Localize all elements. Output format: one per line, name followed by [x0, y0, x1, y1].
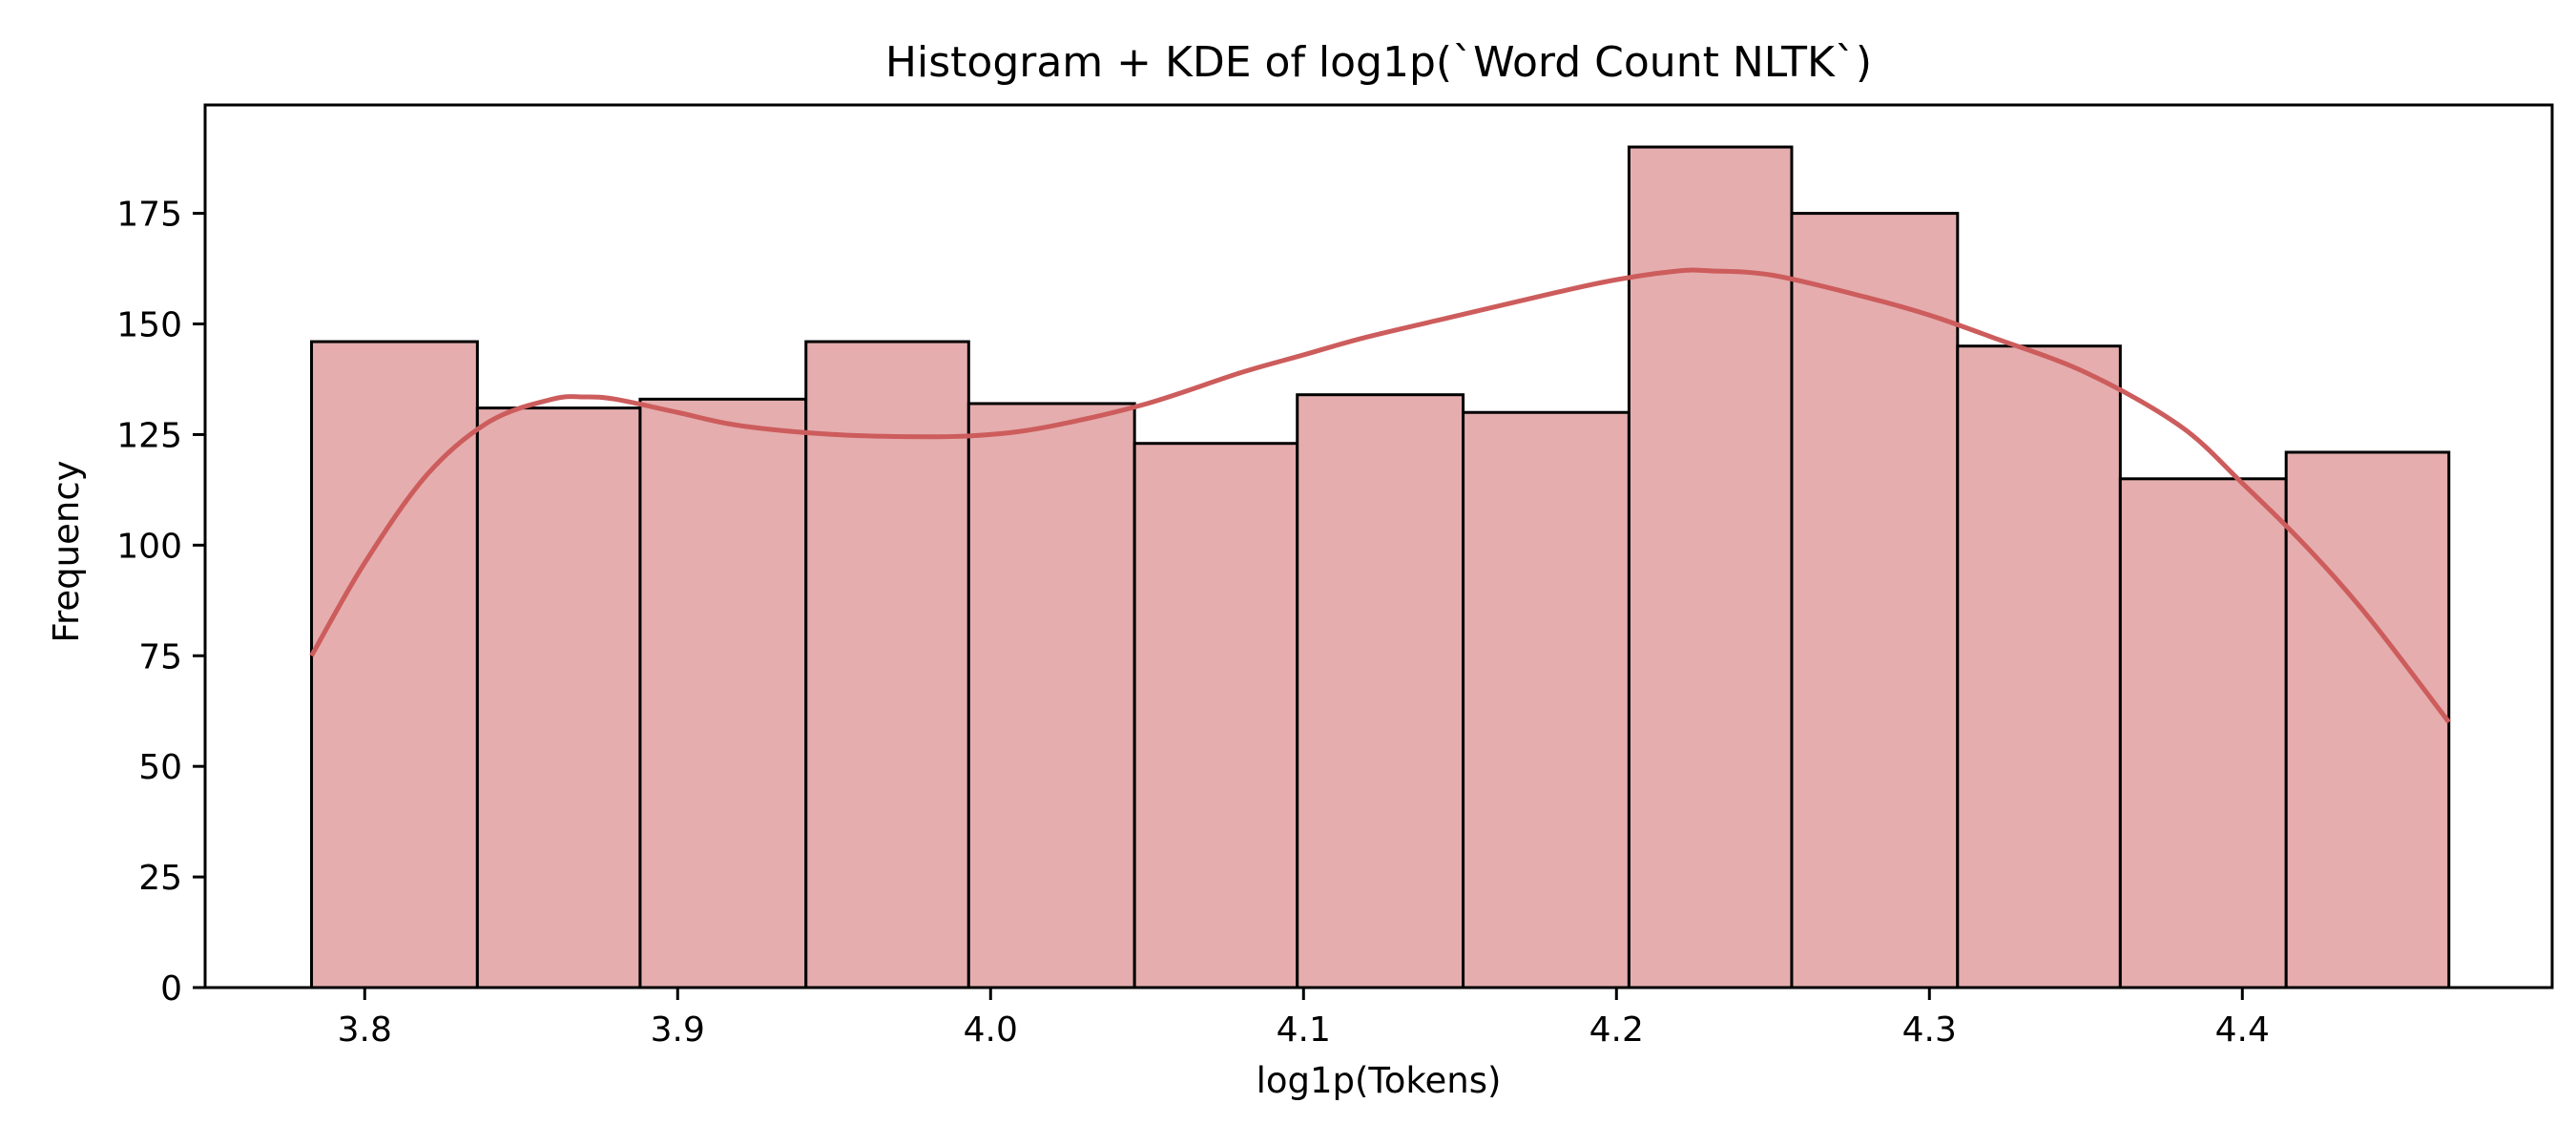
- kde-layer: [309, 267, 2451, 724]
- y-tick-label-2: 50: [138, 748, 182, 787]
- y-tick-label-5: 125: [116, 416, 182, 455]
- x-tick-label-2: 4.0: [964, 1010, 1018, 1050]
- histogram-bar-12: [2284, 450, 2451, 989]
- y-tick-label-1: 25: [138, 859, 182, 898]
- histogram-bar-0: [310, 340, 479, 989]
- ticks-layer: 3.8 3.9 4.0 4.1 4.2 4.3 4.4 0 25 50 75 100 125 150 175: [116, 196, 2270, 1050]
- x-tick-label-1: 3.9: [651, 1010, 705, 1050]
- bars-layer: [310, 145, 2451, 989]
- histogram-bar-6: [1296, 393, 1465, 989]
- histogram-bar-8: [1627, 145, 1794, 989]
- y-tick-label-7: 175: [116, 196, 182, 235]
- chart-title: Histogram + KDE of log1p(`Word Count NLT…: [885, 38, 1872, 87]
- x-tick-label-0: 3.8: [338, 1010, 392, 1050]
- y-tick-label-3: 75: [138, 637, 182, 677]
- y-tick-label-0: 0: [160, 969, 182, 1009]
- x-tick-label-4: 4.2: [1589, 1010, 1644, 1050]
- y-axis-label: Frequency: [46, 460, 87, 642]
- histogram-bar-7: [1462, 410, 1631, 989]
- histogram-bar-9: [1790, 212, 1960, 989]
- kde-line: [309, 267, 2451, 724]
- histogram-bar-1: [475, 406, 642, 989]
- x-tick-label-5: 4.3: [1902, 1010, 1957, 1050]
- x-tick-label-6: 4.4: [2215, 1010, 2270, 1050]
- x-axis-label: log1p(Tokens): [1257, 1060, 1502, 1101]
- histogram-bar-5: [1132, 442, 1299, 989]
- x-tick-label-3: 4.1: [1277, 1010, 1331, 1050]
- y-tick-label-4: 100: [116, 527, 182, 566]
- histogram-bar-2: [638, 397, 808, 989]
- histogram-bar-3: [804, 340, 970, 989]
- y-tick-label-6: 150: [116, 306, 182, 345]
- histogram-bar-11: [2118, 477, 2288, 989]
- histogram-bar-10: [1956, 344, 2122, 989]
- histogram-bar-4: [966, 402, 1136, 989]
